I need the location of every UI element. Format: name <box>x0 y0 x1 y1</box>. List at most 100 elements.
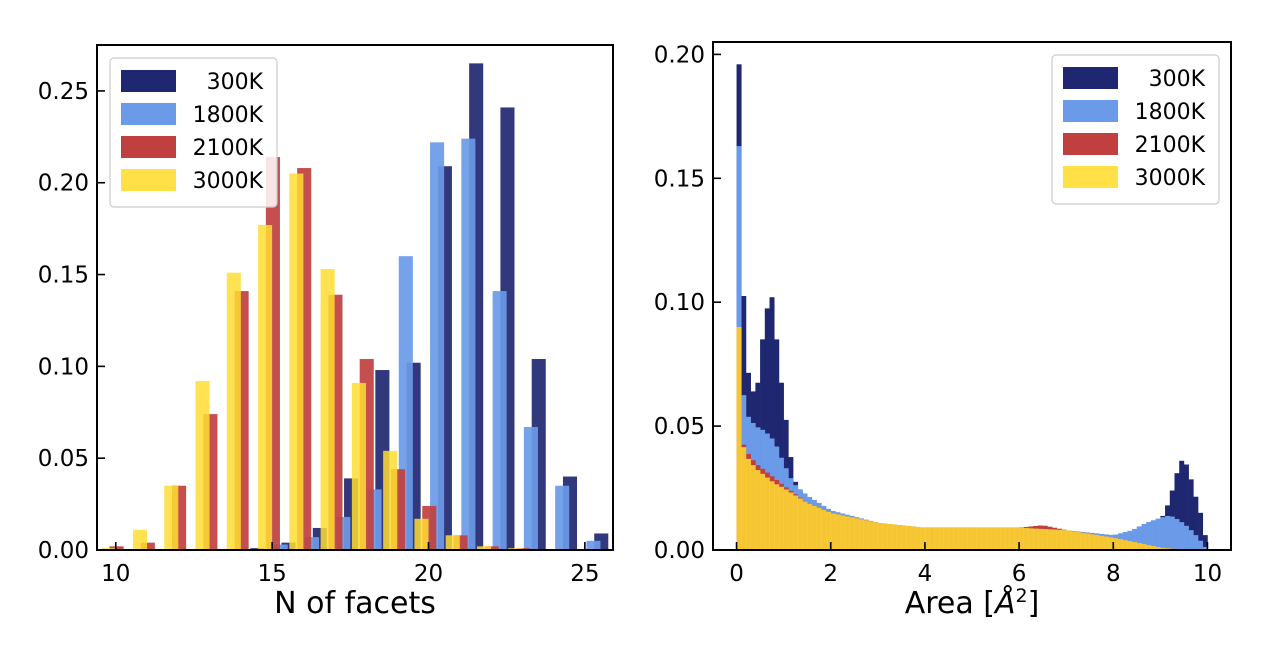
x-tick-label: 25 <box>570 561 599 587</box>
x-tick-label: 10 <box>1193 561 1222 587</box>
bar <box>957 527 963 550</box>
bar <box>1066 530 1072 550</box>
bar <box>1056 529 1062 550</box>
bar <box>948 527 954 550</box>
bar <box>1033 528 1039 550</box>
area-x-label-close: ] <box>1028 586 1040 621</box>
bar <box>281 542 296 550</box>
bar <box>981 527 987 550</box>
bar <box>1179 460 1185 550</box>
legend-label: 300K <box>1149 67 1206 92</box>
bar <box>1127 541 1133 550</box>
area-legend: 300K 1800K 2100K 3000K <box>1051 54 1220 205</box>
bar <box>1113 538 1119 550</box>
bar <box>943 527 949 550</box>
x-tick-label: 2 <box>823 561 838 587</box>
series-1800K <box>736 146 1208 550</box>
facets-legend: 300K 1800K 2100K 3000K <box>109 57 278 208</box>
y-tick-label: 0.10 <box>38 354 89 380</box>
bar <box>844 516 850 550</box>
bar <box>990 527 996 550</box>
bar <box>1117 539 1123 550</box>
bar <box>320 269 335 550</box>
bar <box>1000 527 1006 550</box>
bar <box>1188 530 1194 550</box>
bar <box>1061 530 1067 550</box>
bar <box>1146 521 1152 550</box>
bar <box>289 173 304 550</box>
legend-swatch <box>1063 67 1118 89</box>
bar <box>934 527 940 550</box>
bar <box>414 518 429 550</box>
bar <box>1023 528 1029 550</box>
bar <box>802 501 808 550</box>
y-tick-label: 0.00 <box>38 538 89 564</box>
bar <box>887 523 893 550</box>
bar <box>1103 536 1109 550</box>
y-tick-label: 0.10 <box>654 290 705 316</box>
bar <box>351 382 366 550</box>
bar <box>840 515 846 550</box>
x-tick-label: 20 <box>414 561 443 587</box>
bar <box>1014 527 1020 550</box>
series-1800K <box>242 138 601 550</box>
bar <box>788 492 794 550</box>
legend-label: 3000K <box>193 169 264 194</box>
bar <box>1188 479 1194 550</box>
series-3000K <box>736 326 1185 550</box>
y-tick-label: 0.05 <box>654 414 705 440</box>
bar <box>972 527 978 550</box>
area-x-axis-label: Area [Å2] <box>905 585 1040 621</box>
x-tick-label: 15 <box>257 561 286 587</box>
bar <box>976 527 982 550</box>
bar <box>1132 528 1138 550</box>
bar <box>797 498 803 550</box>
x-tick-label: 0 <box>729 561 744 587</box>
bar <box>1160 517 1166 550</box>
facets-ticks: 10 15 20 25 0.00 0.05 0.10 0.15 0.20 0.25 <box>38 79 600 587</box>
y-tick-label: 0.15 <box>654 166 705 192</box>
bar <box>849 517 855 550</box>
x-tick-label: 6 <box>1012 561 1027 587</box>
y-tick-label: 0.20 <box>654 42 705 68</box>
legend-label: 3000K <box>1135 166 1206 191</box>
bar <box>1127 530 1133 550</box>
bar <box>896 524 902 550</box>
bar <box>1009 527 1015 550</box>
bar <box>774 484 780 550</box>
bar <box>1094 535 1100 550</box>
bar <box>1136 526 1142 550</box>
bar <box>807 503 813 550</box>
bar <box>929 527 935 550</box>
bar <box>1136 543 1142 550</box>
bar <box>1193 535 1199 550</box>
bar <box>140 542 155 550</box>
bar <box>778 486 784 550</box>
area-x-label-sup: 2 <box>1016 585 1028 607</box>
bar <box>1155 547 1161 550</box>
legend-swatch <box>1063 133 1118 155</box>
area-x-label-unit: Å <box>993 585 1016 621</box>
bar <box>830 513 836 550</box>
bar <box>1174 519 1180 550</box>
bar <box>783 489 789 550</box>
bar <box>877 522 883 550</box>
x-tick-label: 8 <box>1106 561 1121 587</box>
bar <box>882 523 888 550</box>
bar <box>492 291 507 550</box>
bar <box>1174 473 1180 550</box>
bar <box>1183 525 1189 550</box>
bar <box>760 473 766 550</box>
bar <box>1122 540 1128 550</box>
bar <box>858 519 864 550</box>
legend-label: 2100K <box>1135 133 1206 158</box>
bar <box>258 224 273 551</box>
y-tick-label: 0.25 <box>38 79 89 105</box>
bar <box>1169 516 1175 550</box>
bar <box>1047 529 1053 550</box>
bar <box>764 308 770 550</box>
y-tick-label: 0.05 <box>38 446 89 472</box>
bar <box>1132 542 1138 550</box>
bar <box>164 485 179 550</box>
